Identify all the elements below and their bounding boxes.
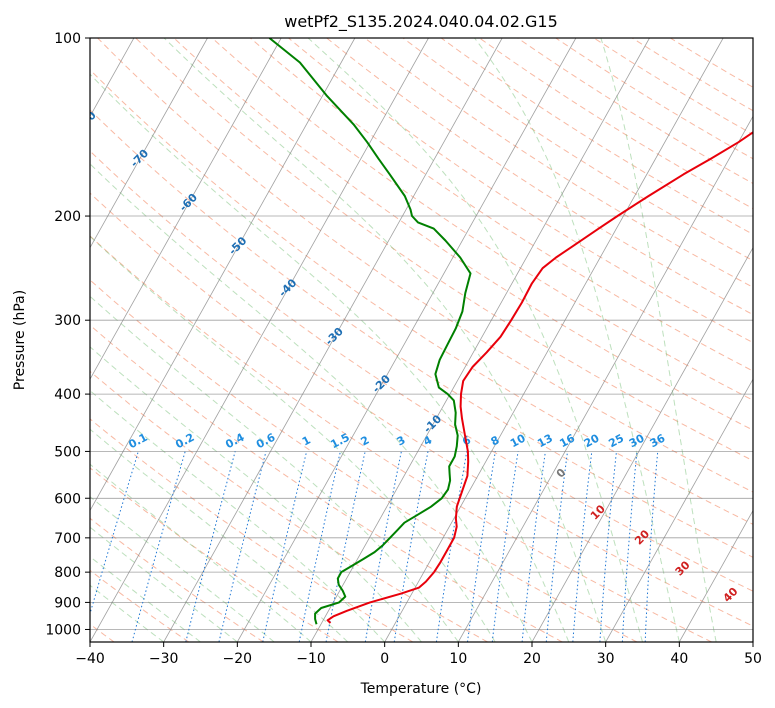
dry-adiabat-line bbox=[90, 517, 264, 642]
mixing-ratio-line bbox=[545, 451, 568, 642]
y-tick-label: 400 bbox=[54, 387, 81, 403]
dry-adiabat-line bbox=[90, 279, 638, 642]
moist-adiabat-line bbox=[600, 38, 717, 642]
isotherm-line bbox=[90, 38, 282, 380]
y-axis-label: Pressure (hPa) bbox=[12, 290, 28, 390]
dry-adiabat-line bbox=[90, 569, 190, 642]
x-tick-label: −10 bbox=[296, 651, 326, 667]
dewpoint-profile bbox=[268, 38, 472, 625]
moist-adiabat-line bbox=[90, 389, 386, 642]
y-tick-label: 100 bbox=[54, 31, 81, 47]
isotherm-line bbox=[90, 38, 208, 249]
dry-adiabat-line bbox=[90, 192, 753, 627]
moist-adiabat-line bbox=[90, 428, 349, 642]
isotherm-line bbox=[236, 38, 577, 642]
isotherm-line bbox=[457, 115, 753, 642]
isotherm-line bbox=[90, 38, 429, 642]
chart-title: wetPf2_S135.2024.040.04.02.G15 bbox=[284, 12, 558, 32]
isotherm-line bbox=[163, 38, 503, 642]
dry-adiabat-line bbox=[90, 150, 753, 592]
dry-adiabat-line bbox=[90, 69, 753, 525]
mixing-ratio-label: 30 bbox=[627, 431, 647, 450]
x-tick-label: −40 bbox=[75, 651, 105, 667]
moist-adiabat-line bbox=[474, 38, 680, 642]
isotherm-line bbox=[90, 38, 356, 512]
moist-adiabat-line bbox=[90, 73, 570, 642]
mixing-ratio-label: 36 bbox=[648, 431, 668, 450]
isotherm-line bbox=[531, 246, 753, 642]
mixing-ratio-line bbox=[90, 451, 139, 616]
x-tick-label: 50 bbox=[744, 651, 762, 667]
y-tick-label: 700 bbox=[54, 531, 81, 547]
y-tick-label: 800 bbox=[54, 565, 81, 581]
mixing-ratio-line bbox=[218, 451, 267, 642]
axes: −40 −30 −20 −10 0 10 20 30 40 50 100 200 300 400 500 60… bbox=[45, 31, 762, 667]
moist-adiabat-line bbox=[163, 38, 607, 642]
x-tick-label: 30 bbox=[597, 651, 615, 667]
mixing-ratio-line bbox=[491, 451, 519, 642]
dry-adiabat-line bbox=[326, 38, 753, 316]
plot-frame bbox=[89, 37, 754, 643]
plot-area: 0.10.20.40.611.52346810131620253036-100-… bbox=[76, 38, 753, 642]
dry-adiabat-line bbox=[90, 324, 563, 642]
dry-adiabat-line bbox=[288, 38, 753, 344]
dry-adiabat-line bbox=[90, 109, 753, 558]
mixing-ratio-label: 25 bbox=[606, 432, 626, 451]
moist-adiabat-line bbox=[90, 346, 422, 642]
dry-adiabat-line bbox=[90, 235, 712, 642]
isotherm-line bbox=[678, 509, 753, 642]
temperature-profile bbox=[326, 131, 753, 624]
mixing-ratio-line bbox=[467, 451, 496, 642]
y-tick-label: 600 bbox=[54, 491, 81, 507]
mixing-ratio-line bbox=[572, 451, 593, 642]
mixing-ratio-line bbox=[131, 451, 186, 642]
mixing-ratio-line bbox=[185, 451, 236, 642]
mixing-ratio-line bbox=[262, 451, 308, 642]
x-tick-label: 20 bbox=[523, 651, 541, 667]
dry-adiabat-line bbox=[90, 418, 414, 642]
dry-adiabat-line bbox=[90, 370, 488, 642]
isotherm-line bbox=[310, 38, 650, 642]
x-tick-label: 0 bbox=[380, 651, 389, 667]
x-tick-label: −30 bbox=[149, 651, 179, 667]
moist-adiabat-line bbox=[90, 295, 459, 642]
mixing-ratio-label: 16 bbox=[557, 431, 577, 450]
y-tick-label: 300 bbox=[54, 313, 81, 329]
isotherm-line bbox=[384, 38, 724, 642]
dry-adiabat-line bbox=[90, 467, 339, 642]
dry-adiabat-line bbox=[97, 38, 753, 493]
x-tick-label: 10 bbox=[449, 651, 467, 667]
y-tick-label: 900 bbox=[54, 595, 81, 611]
y-tick-label: 500 bbox=[54, 444, 81, 460]
x-axis-label: Temperature (°C) bbox=[360, 681, 482, 697]
mixing-ratio-label: 10 bbox=[508, 431, 528, 450]
dry-adiabat-label: -80 bbox=[76, 108, 99, 131]
y-tick-label: 200 bbox=[54, 209, 81, 225]
moist-adiabat-line bbox=[90, 163, 533, 642]
dry-adiabat-line bbox=[135, 38, 753, 462]
x-tick-label: −20 bbox=[223, 651, 253, 667]
isotherm-line bbox=[605, 378, 753, 642]
y-tick-label: 1000 bbox=[45, 622, 81, 638]
mixing-ratio-line bbox=[435, 451, 468, 642]
x-tick-label: 40 bbox=[670, 651, 688, 667]
mixing-ratio-label: 13 bbox=[535, 432, 555, 451]
mixing-ratio-line bbox=[521, 451, 546, 642]
moist-adiabat-line bbox=[307, 38, 643, 642]
moist-adiabat-line bbox=[90, 235, 496, 642]
mixing-ratio-label: 20 bbox=[582, 431, 602, 450]
